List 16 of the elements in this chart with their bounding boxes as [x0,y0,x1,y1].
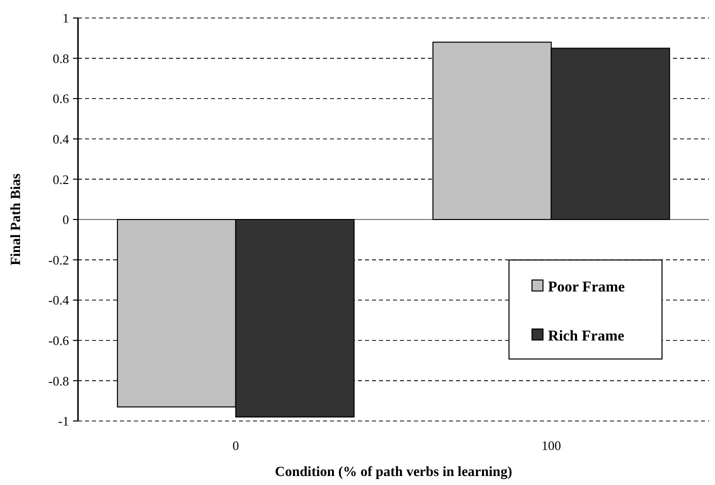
y-axis-title: Final Path Bias [9,173,24,266]
legend-label: Rich Frame [548,328,625,344]
y-tick-label: 0 [62,212,69,228]
y-tick-label: -0.2 [48,252,69,268]
x-axis-title: Condition (% of path verbs in learning) [274,465,512,480]
y-tick-label: 0.8 [52,50,69,66]
y-tick-label: -0.8 [48,373,69,388]
legend-label: Poor Frame [548,279,626,296]
y-tick-label: 0.6 [52,91,70,106]
y-tick-label: 0.4 [52,131,70,146]
y-tick-label: 0.2 [52,172,69,187]
x-tick-label: 100 [542,438,561,453]
y-tick-label: -1 [58,414,69,429]
y-tick-label: 1 [62,10,69,26]
y-tick-label: -0.6 [48,332,70,348]
y-tick-label: -0.4 [48,292,70,308]
